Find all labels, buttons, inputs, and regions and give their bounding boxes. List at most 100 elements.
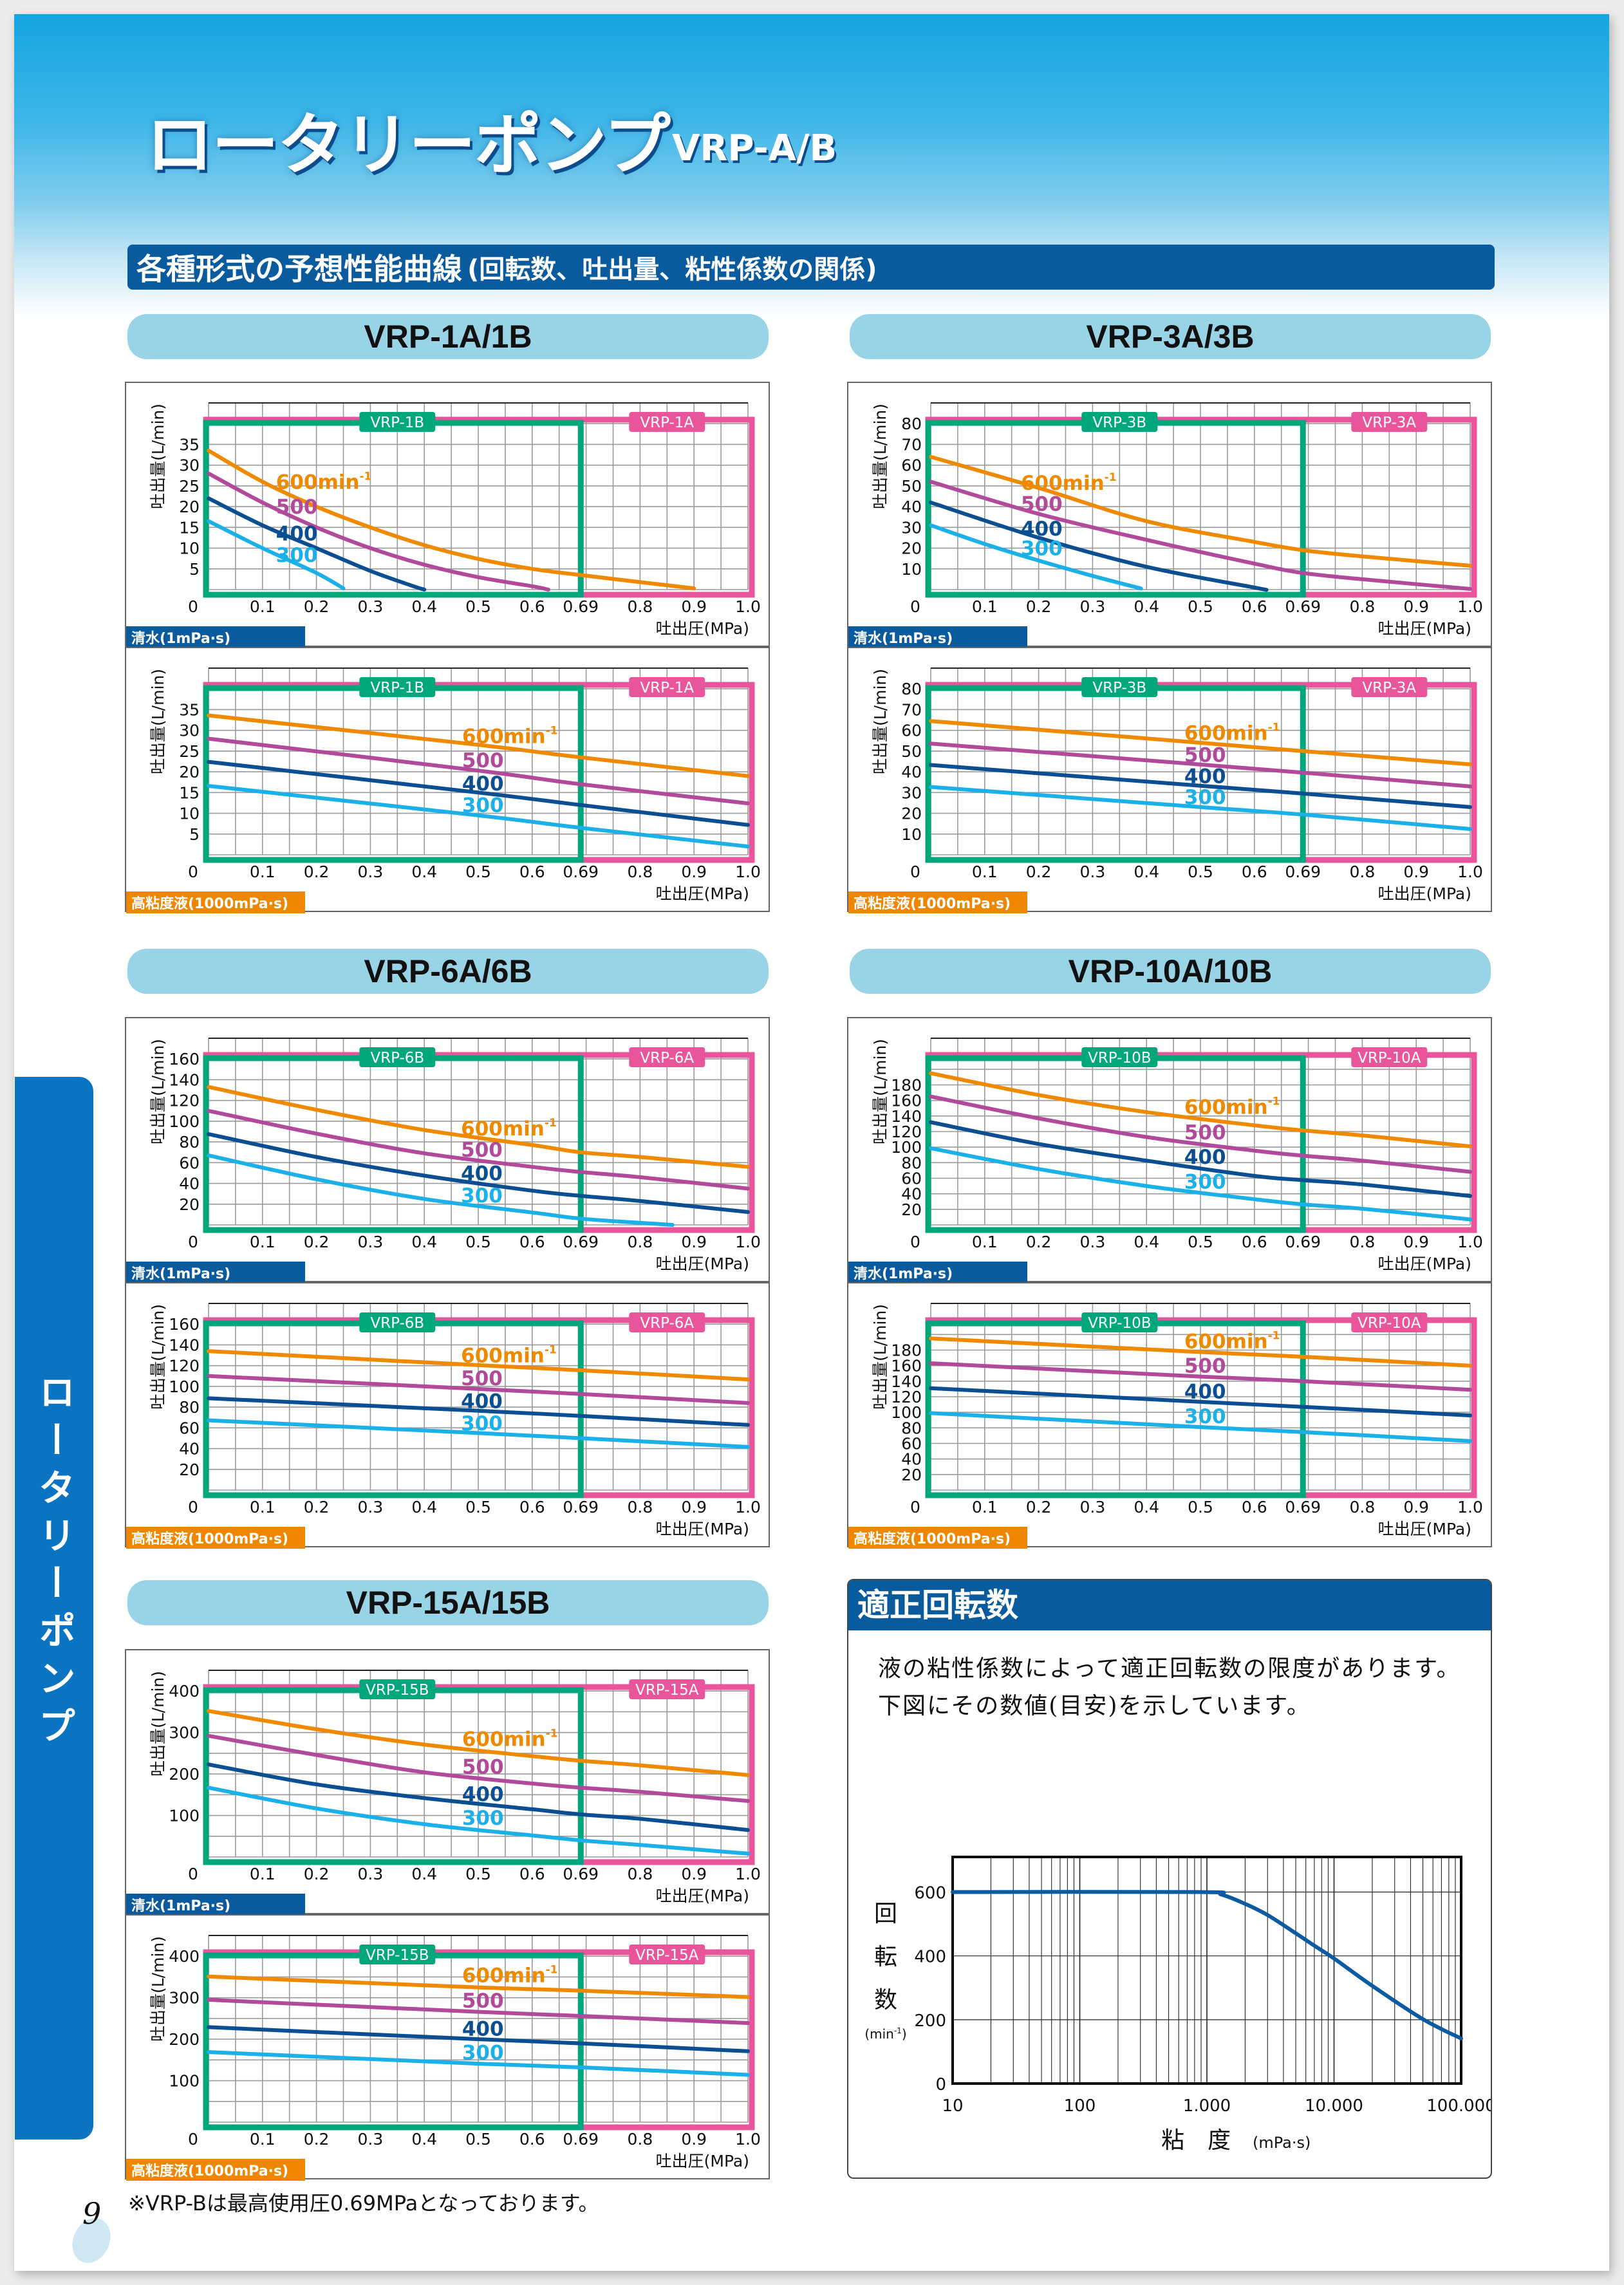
y-tick-label: 80 bbox=[901, 680, 922, 698]
series-label-text: 500 bbox=[461, 1139, 503, 1162]
y-tick-label: 10 bbox=[901, 825, 922, 844]
y-tick-label: 60 bbox=[901, 456, 922, 475]
x-tick-label: 0.8 bbox=[628, 1865, 653, 1883]
y-tick-label: 160 bbox=[169, 1050, 200, 1068]
x-tick-label: 0.1 bbox=[250, 2130, 275, 2149]
performance-chart-viscous: 600min-1 500 400 300 VRP-10B VRP-10A 20 40 60 80 1… bbox=[847, 1282, 1492, 1549]
a-model-tag: VRP-10A bbox=[1358, 1315, 1421, 1332]
b-model-tag: VRP-15B bbox=[366, 1947, 429, 1964]
x-tick-label: 0.9 bbox=[681, 1233, 707, 1251]
fluid-badge-label: 清水(1mPa·s) bbox=[854, 630, 953, 647]
series-line-600 bbox=[207, 449, 696, 591]
y-tick-label: 20 bbox=[179, 498, 200, 516]
x-tick-label: 0.9 bbox=[681, 1865, 707, 1883]
b-model-tag-bg bbox=[1081, 677, 1158, 697]
y-tick-label: 25 bbox=[179, 477, 200, 496]
y-tick-label: 40 bbox=[901, 498, 922, 516]
series-line-600 bbox=[929, 1071, 1472, 1148]
x-tick-label: 0.1 bbox=[250, 863, 275, 881]
x-origin-label: 0 bbox=[188, 2130, 198, 2149]
series-label-text: 300 bbox=[462, 1807, 504, 1830]
b-model-tag-bg bbox=[359, 1679, 436, 1699]
series-line-600 bbox=[207, 1709, 750, 1777]
x-tick-label: 0.4 bbox=[411, 1498, 437, 1516]
x-axis-title: 吐出圧(MPa) bbox=[656, 619, 749, 638]
y-axis-title-char: 転 bbox=[874, 1944, 897, 1970]
series-label-superscript: -1 bbox=[1268, 722, 1280, 734]
x-axis-title: 吐出圧(MPa) bbox=[656, 884, 749, 903]
b-model-tag-bg bbox=[359, 1312, 436, 1332]
x-tick-label: 0.1 bbox=[972, 863, 998, 881]
x-tick-label: 1.000 bbox=[1183, 2096, 1231, 2116]
y-tick-label: 100 bbox=[169, 1377, 200, 1396]
x-tick-label: 0.5 bbox=[1188, 1498, 1213, 1516]
series-label-600: 600min-1 bbox=[461, 1117, 557, 1141]
y-tick-label: 160 bbox=[169, 1315, 200, 1334]
a-model-tag-bg bbox=[629, 1047, 705, 1067]
series-label-text: 300 bbox=[461, 1412, 503, 1435]
y-tick-label: 80 bbox=[179, 1133, 200, 1152]
y-tick-label: 30 bbox=[179, 722, 200, 740]
x-tick-label: 0.3 bbox=[1080, 1498, 1106, 1516]
y-axis-title-char: 数 bbox=[874, 1987, 897, 2013]
series-label-300: 300 bbox=[462, 2042, 504, 2065]
x-tick-label: 0.69 bbox=[563, 2130, 599, 2149]
fluid-badge bbox=[126, 891, 305, 913]
series-label-superscript: -1 bbox=[1268, 1329, 1280, 1342]
x-tick-label: 0.5 bbox=[1188, 863, 1213, 881]
series-label-text: 500 bbox=[1021, 492, 1063, 516]
a-model-tag-bg bbox=[629, 412, 705, 432]
y-axis-title: 吐出量(L/min) bbox=[149, 669, 167, 774]
x-tick-label: 0.4 bbox=[1134, 1498, 1159, 1516]
x-tick-label: 0.3 bbox=[358, 1233, 384, 1251]
x-tick-label: 0.6 bbox=[519, 1233, 545, 1251]
y-tick-label: 100 bbox=[169, 1112, 200, 1131]
performance-chart-viscous: 600min-1 500 400 300 VRP-15B VRP-15A 100 200 300… bbox=[125, 1914, 770, 2181]
x-tick-label: 1.0 bbox=[735, 863, 761, 881]
model-header: VRP-1A/1B bbox=[127, 314, 769, 359]
performance-chart-viscous: 600min-1 500 400 300 VRP-1B VRP-1A 5 10 15 20 25 30… bbox=[125, 647, 770, 913]
series-line-400 bbox=[929, 500, 1269, 592]
x-tick-label: 0.4 bbox=[411, 1865, 437, 1883]
y-tick-label: 50 bbox=[901, 477, 922, 496]
x-tick-label: 0.9 bbox=[1403, 863, 1429, 881]
series-label-400: 400 bbox=[1184, 765, 1226, 788]
y-tick-label: 200 bbox=[169, 2030, 200, 2049]
y-tick-label: 80 bbox=[901, 1419, 922, 1437]
rotation-limit-line bbox=[951, 1890, 1463, 2041]
x-tick-label: 0.6 bbox=[519, 597, 545, 616]
side-tab: ロータリーポンプ bbox=[15, 1077, 93, 2140]
series-line-500 bbox=[929, 480, 1472, 591]
series-label-text: 500 bbox=[462, 749, 504, 772]
series-line-300 bbox=[207, 2050, 750, 2077]
series-label-300: 300 bbox=[1184, 1405, 1226, 1428]
series-label-text: 300 bbox=[462, 794, 504, 817]
x-tick-label: 0.2 bbox=[304, 2130, 330, 2149]
b-model-tag: VRP-10B bbox=[1088, 1050, 1151, 1067]
x-origin-label: 0 bbox=[188, 1233, 198, 1251]
fluid-badge-label: 清水(1mPa·s) bbox=[131, 1265, 230, 1282]
series-label-text: 400 bbox=[461, 1162, 503, 1185]
y-unit-superscript: -1 bbox=[894, 2026, 902, 2035]
performance-chart-viscous: 600min-1 500 400 300 VRP-3B VRP-3A 10 20 30 40 50 6… bbox=[847, 647, 1492, 913]
performance-chart-water: 600min-1 500 400 300 VRP-3B VRP-3A 10 20 30 40 50 6… bbox=[847, 382, 1492, 648]
x-tick-label: 0.5 bbox=[465, 1865, 491, 1883]
y-tick-label: 100 bbox=[891, 1403, 922, 1422]
section-subtitle: (回転数、吐出量、粘性係数の関係) bbox=[467, 255, 877, 284]
b-model-tag: VRP-1B bbox=[370, 415, 424, 431]
y-tick-label: 10 bbox=[179, 539, 200, 558]
y-axis-title: 吐出量(L/min) bbox=[149, 1039, 167, 1144]
x-tick-label: 0.69 bbox=[1285, 1233, 1321, 1251]
y-tick-label: 20 bbox=[901, 1200, 922, 1219]
y-tick-label: 400 bbox=[914, 1948, 946, 1967]
x-tick-label: 0.4 bbox=[411, 1233, 437, 1251]
y-tick-label: 40 bbox=[901, 1450, 922, 1469]
x-tick-label: 0.8 bbox=[1350, 863, 1376, 881]
series-label-600: 600min-1 bbox=[1021, 471, 1117, 495]
page-title: ロータリーポンプ bbox=[146, 106, 671, 184]
series-line-600 bbox=[207, 713, 750, 778]
x-origin-label: 0 bbox=[188, 597, 198, 616]
y-tick-label: 20 bbox=[179, 763, 200, 781]
